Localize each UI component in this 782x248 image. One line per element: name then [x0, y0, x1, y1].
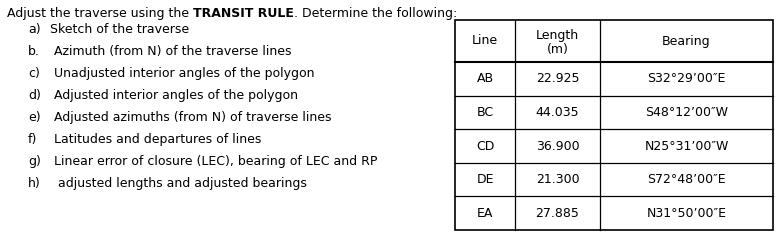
- Text: Bearing: Bearing: [662, 34, 711, 48]
- Text: Linear error of closure (LEC), bearing of LEC and RP: Linear error of closure (LEC), bearing o…: [50, 155, 378, 168]
- Text: . Determine the following:: . Determine the following:: [294, 7, 457, 20]
- Text: 27.885: 27.885: [536, 207, 579, 220]
- Text: adjusted lengths and adjusted bearings: adjusted lengths and adjusted bearings: [50, 177, 307, 190]
- Text: CD: CD: [475, 139, 494, 153]
- Text: S32°29’00″E: S32°29’00″E: [647, 72, 726, 85]
- Text: Length: Length: [536, 29, 579, 41]
- Text: TRANSIT RULE: TRANSIT RULE: [193, 7, 294, 20]
- Text: N25°31’00″W: N25°31’00″W: [644, 139, 729, 153]
- Text: Adjust the traverse using the: Adjust the traverse using the: [7, 7, 193, 20]
- Text: Unadjusted interior angles of the polygon: Unadjusted interior angles of the polygo…: [50, 67, 314, 80]
- Text: b.: b.: [28, 45, 40, 58]
- Text: e): e): [28, 111, 41, 124]
- Text: Line: Line: [472, 34, 498, 48]
- Text: Latitudes and departures of lines: Latitudes and departures of lines: [50, 133, 261, 146]
- Text: f): f): [28, 133, 38, 146]
- Text: EA: EA: [477, 207, 493, 220]
- Text: (m): (m): [547, 42, 569, 56]
- Text: h): h): [28, 177, 41, 190]
- Text: S48°12’00″W: S48°12’00″W: [645, 106, 728, 119]
- Bar: [455, 20, 773, 230]
- Text: 22.925: 22.925: [536, 72, 579, 85]
- Text: Azimuth (from N) of the traverse lines: Azimuth (from N) of the traverse lines: [50, 45, 292, 58]
- Text: Sketch of the traverse: Sketch of the traverse: [50, 23, 189, 36]
- Text: 44.035: 44.035: [536, 106, 579, 119]
- Text: DE: DE: [476, 173, 493, 186]
- Text: c): c): [28, 67, 40, 80]
- Text: 21.300: 21.300: [536, 173, 579, 186]
- Text: N31°50’00″E: N31°50’00″E: [647, 207, 726, 220]
- Text: d): d): [28, 89, 41, 102]
- Text: BC: BC: [476, 106, 493, 119]
- Text: Adjusted azimuths (from N) of traverse lines: Adjusted azimuths (from N) of traverse l…: [50, 111, 332, 124]
- Text: Adjusted interior angles of the polygon: Adjusted interior angles of the polygon: [50, 89, 298, 102]
- Text: AB: AB: [476, 72, 493, 85]
- Text: S72°48’00″E: S72°48’00″E: [647, 173, 726, 186]
- Text: 36.900: 36.900: [536, 139, 579, 153]
- Text: g): g): [28, 155, 41, 168]
- Text: a): a): [28, 23, 41, 36]
